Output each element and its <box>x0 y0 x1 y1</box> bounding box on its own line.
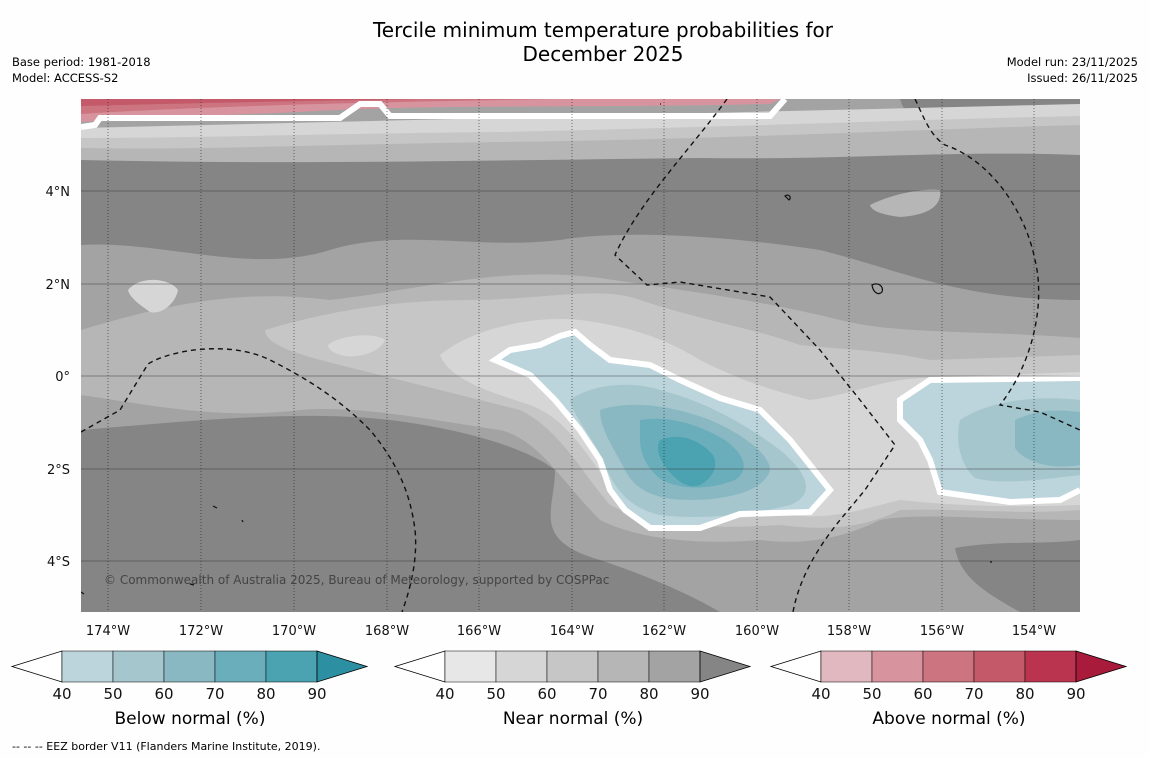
colorbar-tick: 60 <box>537 685 556 703</box>
colorbar-segment <box>495 650 548 683</box>
colorbar-segment <box>648 650 701 683</box>
title-line-1: Tercile minimum temperature probabilitie… <box>372 18 834 42</box>
near-90-north-band <box>81 142 1080 300</box>
colorbar-tick: 80 <box>1015 685 1034 703</box>
lon-label: 160°W <box>735 624 779 639</box>
issued-date: Issued: 26/11/2025 <box>1027 71 1138 85</box>
colorbar-2: 40 50 60 70 80 90 <box>769 650 1128 703</box>
colorbar-segment <box>546 650 599 683</box>
longitude-labels: 174°W 172°W 170°W 168°W 166°W 164°W 162°W 160°W… <box>86 624 1056 639</box>
colorbar-under-triangle <box>769 650 822 683</box>
colorbar-under-triangle <box>10 650 63 683</box>
colorbar-over-triangle <box>1075 650 1128 683</box>
parallel-grid <box>81 190 1080 562</box>
lon-label: 174°W <box>86 624 130 639</box>
colorbar-over-triangle <box>699 650 752 683</box>
lat-label: 2°S <box>47 463 70 478</box>
colorbar-tick: 90 <box>1066 685 1085 703</box>
below-70-east <box>1015 410 1080 467</box>
meta-left: Base period: 1981-2018 Model: ACCESS-S2 <box>12 54 151 86</box>
lat-label: 4°N <box>46 185 71 200</box>
near-70-patch-ne <box>870 189 941 217</box>
lat-label: 2°N <box>46 278 71 293</box>
below-40-contour-east <box>897 375 1080 506</box>
eez-borders <box>81 99 1080 612</box>
title-line-2: December 2025 <box>522 42 684 66</box>
lon-label: 164°W <box>550 624 594 639</box>
colorbar-segment <box>214 650 267 683</box>
below-normal-label: Below normal (%) <box>114 709 266 729</box>
colorbar-tick: 40 <box>52 685 71 703</box>
lon-label: 168°W <box>365 624 409 639</box>
lon-label: 170°W <box>272 624 316 639</box>
colorbar-tick: 80 <box>639 685 658 703</box>
colorbar-segment <box>871 650 924 683</box>
near-50-north-strip <box>81 104 1080 138</box>
near-90-east-patch <box>955 540 1080 612</box>
near-normal-label: Near normal (%) <box>502 709 644 729</box>
lat-label: 4°S <box>47 555 70 570</box>
lon-label: 172°W <box>179 624 223 639</box>
near-50-patch-west <box>128 279 178 313</box>
latitude-labels: 4°N 2°N 0° 2°S 4°S <box>46 185 71 570</box>
colorbar-tick: 70 <box>964 685 983 703</box>
below-40-contour-central <box>488 328 834 531</box>
colorbar-over-triangle <box>316 650 369 683</box>
colorbar-tick: 90 <box>307 685 326 703</box>
colorbar-tick: 70 <box>205 685 224 703</box>
colorbar-tick: 40 <box>435 685 454 703</box>
colorbar-tick: 40 <box>811 685 830 703</box>
colorbar-tick: 90 <box>690 685 709 703</box>
colorbar-segment <box>820 650 873 683</box>
colorbars: 40 50 60 70 80 90 40 50 60 70 80 90 40 50 60 70 80 90 <box>10 650 1128 703</box>
colorbar-tick: 70 <box>588 685 607 703</box>
lon-label: 156°W <box>920 624 964 639</box>
colorbar-tick: 80 <box>256 685 275 703</box>
lon-label: 154°W <box>1012 624 1056 639</box>
colorbar-segment <box>1024 650 1077 683</box>
colorbar-segment <box>922 650 975 683</box>
colorbar-segment <box>973 650 1026 683</box>
below-90-central <box>657 436 716 487</box>
lat-label: 0° <box>55 370 70 385</box>
lon-label: 166°W <box>457 624 501 639</box>
above-normal-label: Above normal (%) <box>872 709 1026 729</box>
lon-label: 162°W <box>642 624 686 639</box>
colorbar-segment <box>265 650 318 683</box>
model-name: Model: ACCESS-S2 <box>12 71 119 85</box>
above-70-band <box>81 99 420 106</box>
colorbar-tick: 50 <box>862 685 881 703</box>
islands <box>81 103 992 595</box>
probability-field: © Commonwealth of Australia 2025, Bureau… <box>81 99 1080 612</box>
colorbar-tick: 50 <box>486 685 505 703</box>
colorbar-0: 40 50 60 70 80 90 <box>10 650 369 703</box>
colorbar-tick: 60 <box>154 685 173 703</box>
colorbar-segment <box>61 650 114 683</box>
colorbar-segment <box>112 650 165 683</box>
lon-label: 158°W <box>827 624 871 639</box>
above-40-contour <box>81 99 788 130</box>
colorbar-segment <box>597 650 650 683</box>
colorbar-segment <box>444 650 497 683</box>
colorbar-tick: 60 <box>913 685 932 703</box>
colorbar-1: 40 50 60 70 80 90 <box>393 650 752 703</box>
colorbar-tick: 50 <box>103 685 122 703</box>
base-period: Base period: 1981-2018 <box>12 55 151 69</box>
near-90-south-band <box>81 415 720 612</box>
chart-title: Tercile minimum temperature probabilitie… <box>300 18 906 66</box>
model-run: Model run: 23/11/2025 <box>1006 55 1138 69</box>
copyright-attribution: © Commonwealth of Australia 2025, Bureau… <box>104 573 609 587</box>
eez-footnote: -- -- -- EEZ border V11 (Flanders Marine… <box>12 740 321 753</box>
colorbar-segment <box>163 650 216 683</box>
colorbar-under-triangle <box>393 650 446 683</box>
meta-right: Model run: 23/11/2025 Issued: 26/11/2025 <box>1007 54 1138 86</box>
near-50-patch-mid <box>328 335 385 357</box>
